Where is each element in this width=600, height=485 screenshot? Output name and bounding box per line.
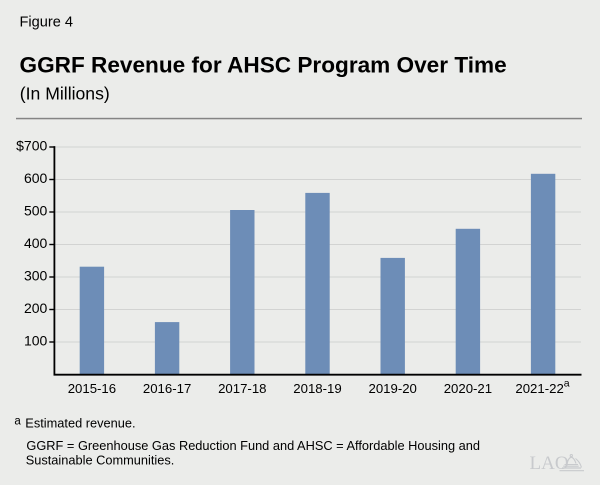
svg-text:400: 400 <box>24 235 48 251</box>
svg-text:Sustainable Communities.: Sustainable Communities. <box>26 453 175 468</box>
svg-text:GGRF Revenue for AHSC Program: GGRF Revenue for AHSC Program Over Time <box>20 52 507 77</box>
svg-text:GGRF = Greenhouse Gas Reductio: GGRF = Greenhouse Gas Reduction Fund and… <box>26 438 480 453</box>
svg-text:$700: $700 <box>16 138 47 154</box>
svg-text:(In Millions): (In Millions) <box>20 84 110 104</box>
svg-text:2019-20: 2019-20 <box>368 381 416 396</box>
svg-text:2015-16: 2015-16 <box>68 381 116 396</box>
svg-text:500: 500 <box>24 203 48 219</box>
svg-text:100: 100 <box>24 333 48 349</box>
svg-text:2016-17: 2016-17 <box>143 381 191 396</box>
svg-text:LAO: LAO <box>530 453 569 474</box>
svg-text:600: 600 <box>24 170 48 186</box>
svg-text:2020-21: 2020-21 <box>444 381 492 396</box>
svg-text:200: 200 <box>24 300 48 316</box>
svg-text:Figure 4: Figure 4 <box>20 14 74 30</box>
svg-text:2021-22: 2021-22 <box>515 381 563 396</box>
svg-text:a: a <box>14 416 21 428</box>
svg-text:2017-18: 2017-18 <box>218 381 266 396</box>
svg-text:2018-19: 2018-19 <box>293 381 341 396</box>
svg-text:300: 300 <box>24 268 48 284</box>
svg-text:a: a <box>564 378 570 390</box>
svg-text:Estimated revenue.: Estimated revenue. <box>25 416 135 431</box>
